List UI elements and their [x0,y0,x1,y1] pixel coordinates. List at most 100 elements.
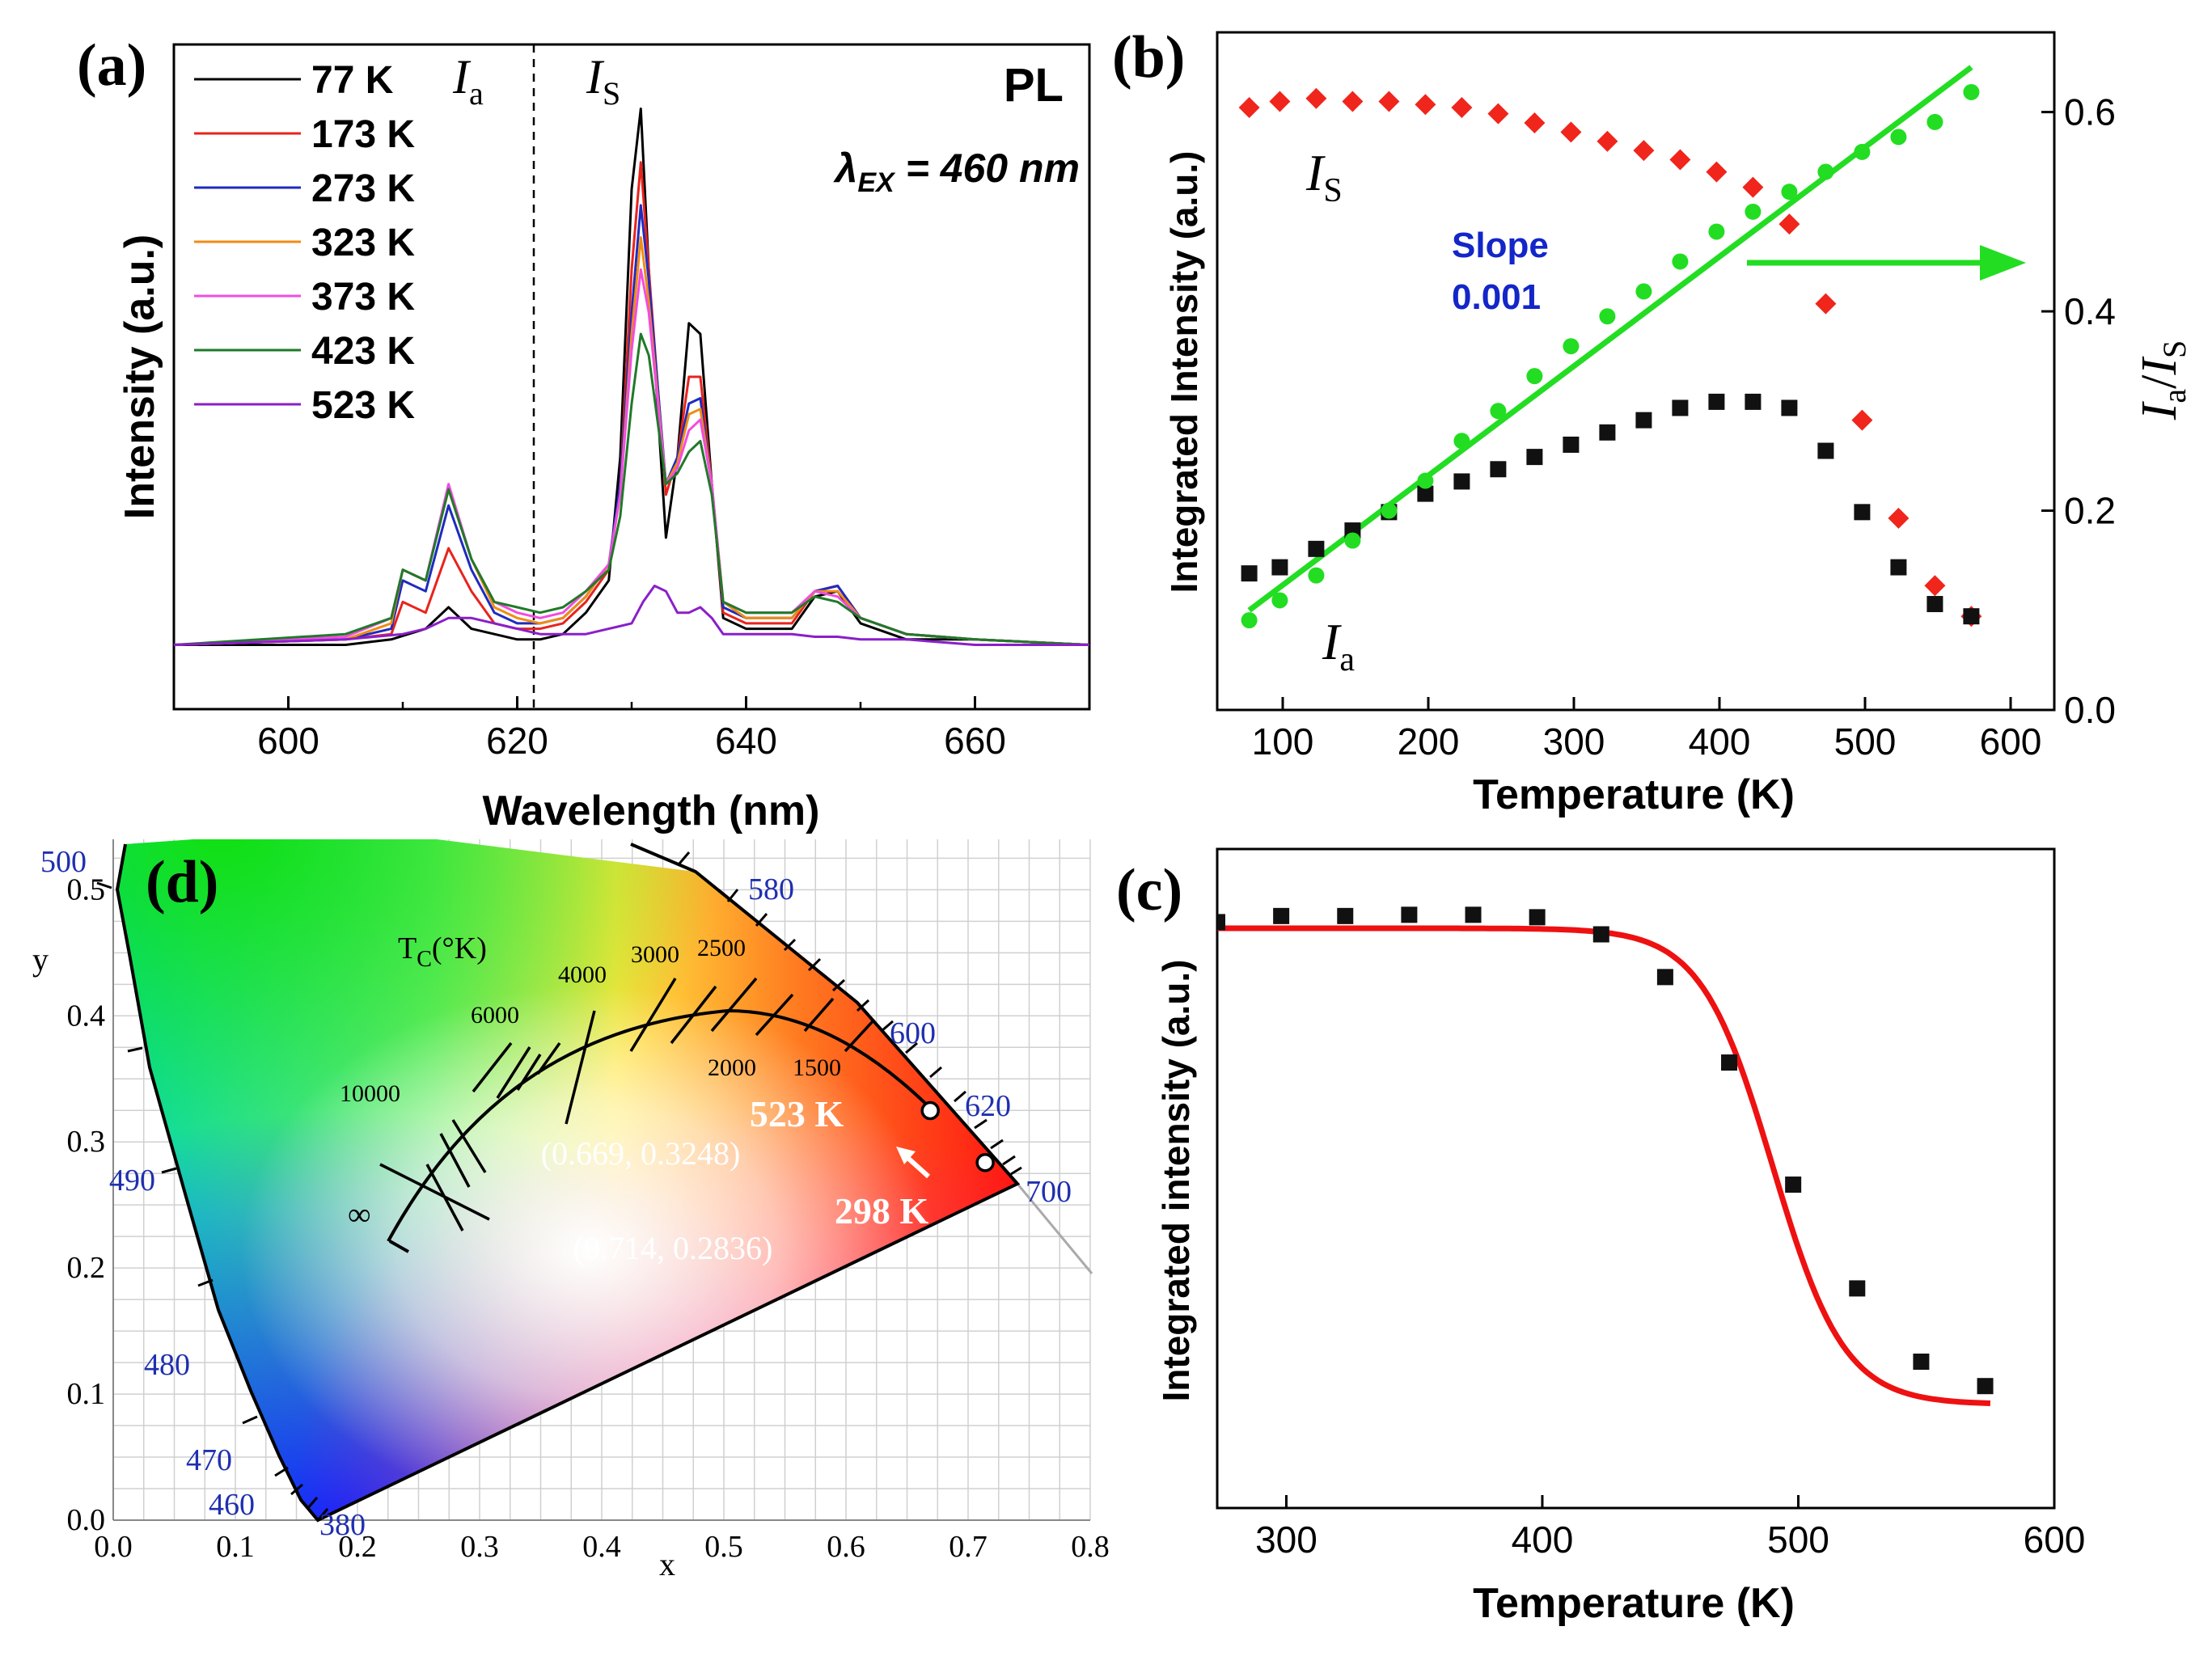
ia-marker [1854,504,1871,521]
panel-b: 100 200 300 400 500 6000.00.20.40.6 (b) IS Ia… [1112,24,2193,818]
locus-tick [881,1020,894,1033]
shift-arrow-head-icon [896,1147,916,1164]
spectral-locus [115,843,1021,1523]
locus-tick [96,881,112,889]
panel-c-label: (c) [1116,857,1182,923]
x-tick-label: 500 [1834,720,1897,763]
is-marker [1238,97,1260,119]
isotherm [565,1010,596,1125]
x-tick-label: 500 [1767,1519,1829,1561]
x-axis-ticks: 600 620 640 660 [172,696,1091,762]
is-marker [1269,91,1291,112]
x-tick-label: 600 [2024,1519,2086,1561]
ratio-marker [1308,567,1325,584]
y-tick-label: 0.1 [67,1377,106,1411]
cie-axis-ticks: 0.0 0.1 0.2 0.3 0.4 0.5 0.6 0.7 0.8 0.0 0.1 0.2 0.3 0… [67,872,1110,1564]
panel-c-ticks: 300 400 500 600 [1255,1495,2085,1561]
is-marker [1560,121,1582,143]
locus-ticks [96,851,1022,1521]
point-label-298k: 298 K [835,1190,929,1231]
ratio-axis-arrow [1747,245,2026,281]
isotherm [472,1041,513,1093]
series-is-sub: S [1323,172,1342,209]
wavelength-label: 490 [109,1164,155,1198]
data-marker [1217,914,1225,931]
is-marker [1487,103,1509,125]
isotherm [844,1019,875,1053]
x-tick-label: 640 [715,720,777,762]
legend-label: 373 K [311,276,415,319]
isotherm [516,1054,542,1091]
wavelength-label: 500 [40,845,87,879]
ratio-marker [1271,592,1288,609]
wavelength-label: 580 [748,872,794,906]
chromaticity-point [920,1100,940,1121]
ia-marker [1599,424,1616,441]
x-tick-label: 0.4 [582,1530,621,1564]
ia-marker [1271,559,1288,576]
ratio-marker [1963,83,1980,100]
cct-label-2500: 2500 [697,935,746,961]
legend-label: 523 K [311,384,415,427]
x-tick-label: 400 [1689,720,1751,763]
ratio-marker [1599,308,1616,325]
lambda-sub: EX [857,167,896,198]
locus-tick [161,1167,177,1174]
cie-y-label: y [32,941,49,978]
y2-tick-label: 0.0 [2064,689,2116,731]
x-tick-label: 600 [1980,720,2042,763]
wavelength-label: 470 [186,1443,232,1477]
ratio-marker [1817,163,1834,180]
data-marker [1337,907,1354,924]
isotherm [439,1133,471,1188]
locus-tick [726,889,739,902]
data-marker [1721,1054,1738,1071]
series-is-main: I [1305,144,1326,201]
isotherm [670,985,717,1045]
lambda-symbol: λ [833,146,858,191]
x-tick-label: 0.6 [827,1530,865,1564]
x-tick-label: 0.0 [94,1530,133,1564]
y2-tick-label: 0.4 [2064,290,2116,332]
legend: 77 K 173 K 273 K 323 K 373 K 423 K 523 K [194,59,415,427]
data-marker [1656,969,1673,986]
is-marker [1342,91,1364,112]
wavelength-label: 700 [1026,1175,1072,1209]
legend-label: 423 K [311,330,415,373]
ratio-marker [1927,113,1943,130]
locus-tick [974,1118,988,1130]
ratio-marker [1745,203,1762,220]
panel-b-ticks: 100 200 300 400 500 600 0.0 0.2 0.4 0.6 [1252,91,2116,763]
locus-tick [316,1508,329,1521]
x-tick-label: 0.8 [1071,1530,1110,1564]
data-marker [1465,906,1482,923]
ia-marker [1963,608,1980,625]
wavelength-label: 380 [319,1508,366,1542]
is-marker [1378,91,1400,112]
locus-labels: 500 490 480 470 460 380 580 600 620 700 [40,845,1072,1542]
isotherm [536,1041,561,1075]
isotherm [425,1164,464,1231]
is-marker [1451,97,1473,119]
wavelength-label: 620 [965,1089,1011,1123]
panel-a: 600 620 640 660 (a) PL λEX = 460 nm Ia IS 7… [77,32,1091,834]
ratio-marker [1241,612,1258,629]
cct-label-2000: 2000 [708,1054,756,1081]
data-marker [1529,909,1546,926]
infinity-label: ∞ [348,1196,371,1232]
y-axis-label: Intensity (a.u.) [116,234,163,519]
slope-value: 0.001 [1452,277,1541,317]
is-marker [1669,149,1691,171]
x-axis-label-b: Temperature (K) [1473,771,1795,818]
x-tick-label: 0.1 [216,1530,255,1564]
panel-d: 0.0 0.1 0.2 0.3 0.4 0.5 0.6 0.7 0.8 0.0 0.1 0.2 0.3 0… [32,839,1110,1582]
excitation-label: λEX = 460 nm [833,146,1080,198]
locus-tick [755,913,768,927]
x-axis-label-c: Temperature (K) [1473,1580,1795,1627]
panel-c-frame [1216,847,2056,1510]
x-tick-label: 600 [257,720,319,762]
ia-marker [1526,449,1543,466]
locus-tick [807,957,822,972]
chromaticity-point [975,1153,995,1172]
region-label-is: IS [586,50,620,112]
